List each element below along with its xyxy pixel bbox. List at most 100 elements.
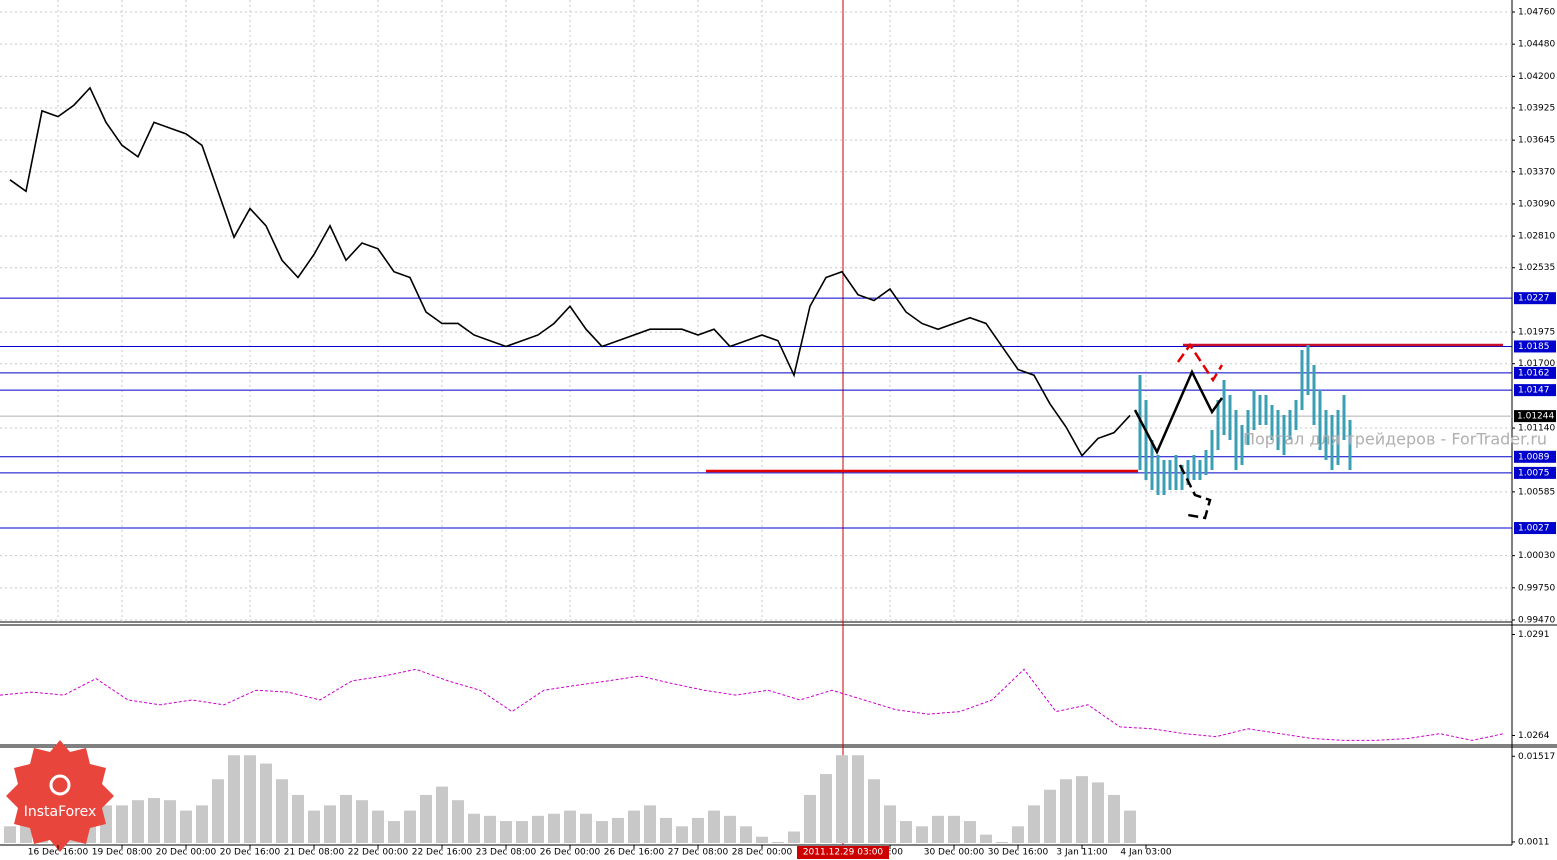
level-label: 1.0089: [1518, 452, 1550, 462]
bar: [324, 805, 336, 843]
x-tick-label: 26 Dec 00:00: [540, 848, 601, 858]
bar: [404, 810, 416, 843]
y-tick-label: 1.04480: [1518, 40, 1555, 50]
bar: [756, 836, 768, 843]
forecast-dashed: [1178, 464, 1212, 520]
bar: [356, 800, 368, 843]
bar: [548, 813, 560, 843]
x-tick-label: 20 Dec 00:00: [156, 848, 217, 858]
bar: [228, 755, 240, 843]
logo-icon: [49, 774, 71, 796]
level-label: 1.0147: [1518, 386, 1550, 396]
bar: [980, 834, 992, 843]
bar: [244, 755, 256, 843]
y-tick-label: 1.01140: [1518, 424, 1555, 434]
bar: [644, 805, 656, 843]
bar: [628, 810, 640, 843]
crosshair-label: 2011.12.29 03:00: [803, 848, 884, 858]
bar: [884, 805, 896, 843]
y-tick-label: 0.99750: [1518, 583, 1555, 593]
bar: [532, 815, 544, 843]
bar: [964, 821, 976, 843]
bar: [708, 810, 720, 843]
bar: [276, 779, 288, 843]
bar: [500, 821, 512, 843]
bar: [932, 815, 944, 843]
y-tick-label: 1.03370: [1518, 167, 1555, 177]
bar: [484, 815, 496, 843]
y-tick-label: 1.00030: [1518, 551, 1555, 561]
current-price-label: 1.01244: [1517, 412, 1554, 422]
y-tick-label: 1.0264: [1518, 731, 1550, 741]
bar: [596, 821, 608, 843]
bar: [564, 810, 576, 843]
bar: [1028, 805, 1040, 843]
watermark: Портал для трейдеров - ForTrader.ru: [1243, 430, 1547, 449]
level-label: 1.0075: [1518, 468, 1550, 478]
bar: [372, 810, 384, 843]
series-line: [9, 86, 1131, 457]
x-tick-label: 22 Dec 16:00: [412, 848, 473, 858]
bar: [116, 805, 128, 843]
bar: [1060, 779, 1072, 843]
level-label-box: [1514, 340, 1556, 353]
level-label-box: [1514, 450, 1556, 463]
bar: [836, 755, 848, 843]
bar: [580, 813, 592, 843]
bar: [724, 815, 736, 843]
bar: [1044, 789, 1056, 843]
level-label-box: [1514, 292, 1556, 305]
level-label: 1.0162: [1518, 368, 1550, 378]
series-line: [0, 668, 1505, 741]
level-label: 1.0027: [1518, 524, 1550, 534]
bar: [196, 805, 208, 843]
level-label: 1.0227: [1518, 294, 1550, 304]
logo-badge: [6, 740, 114, 852]
bar: [212, 779, 224, 843]
y-tick-label: 1.02535: [1518, 263, 1555, 273]
y-tick-label: 0.01517: [1518, 752, 1555, 762]
x-tick-label: 27 Dec 08:00: [668, 848, 729, 858]
x-tick-label: 08:00: [877, 848, 903, 858]
bar: [260, 763, 272, 843]
bar: [180, 810, 192, 843]
x-tick-label: 30 Dec 00:00: [924, 848, 985, 858]
level-label-box: [1514, 366, 1556, 379]
x-tick-label: 21 Dec 08:00: [284, 848, 345, 858]
y-tick-label: 1.00585: [1518, 487, 1555, 497]
y-tick-label: 1.04760: [1518, 8, 1555, 18]
bar: [420, 794, 432, 843]
y-tick-label: 1.01975: [1518, 328, 1555, 338]
bar: [1108, 794, 1120, 843]
forecast-zigzag: [1133, 369, 1224, 455]
y-tick-label: 0.0011: [1518, 837, 1550, 847]
bar: [1012, 826, 1024, 843]
bar: [388, 821, 400, 843]
y-tick-label: 1.01700: [1518, 359, 1555, 369]
y-tick-label: 1.03090: [1518, 199, 1555, 209]
forecast-bars: [1138, 345, 1352, 495]
bar: [676, 826, 688, 843]
bar: [612, 817, 624, 843]
bar: [948, 815, 960, 843]
y-tick-label: 1.03645: [1518, 136, 1555, 146]
bar: [164, 800, 176, 843]
level-label: 1.0185: [1518, 342, 1550, 352]
bar: [516, 821, 528, 843]
bar: [452, 800, 464, 843]
x-tick-label: 22 Dec 00:00: [348, 848, 409, 858]
bar: [4, 826, 16, 843]
y-tick-label: 0.99470: [1518, 616, 1555, 626]
x-tick-label: 19 Dec 08:00: [92, 848, 153, 858]
level-label-box: [1514, 466, 1556, 479]
x-tick-label: 26 Dec 16:00: [604, 848, 665, 858]
y-tick-label: 1.03925: [1518, 103, 1555, 113]
bar: [996, 841, 1008, 843]
bar: [1124, 810, 1136, 843]
bar: [132, 800, 144, 843]
bar: [292, 794, 304, 843]
bar: [308, 810, 320, 843]
x-tick-label: 28 Dec 00:00: [732, 848, 793, 858]
